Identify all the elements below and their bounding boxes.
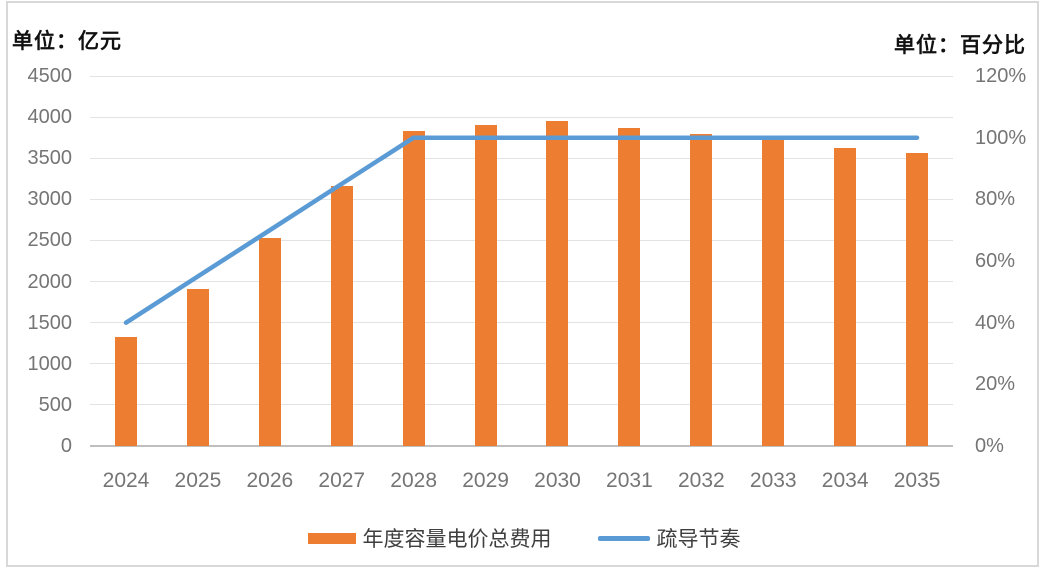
legend-item: 疏导节奏: [597, 523, 741, 553]
left-axis-tick-label: 4500: [27, 65, 73, 87]
chart-legend: 年度容量电价总费用 疏导节奏: [0, 521, 1048, 555]
x-axis-label-2035: 2035: [893, 469, 941, 492]
legend-label: 疏导节奏: [656, 528, 741, 551]
x-axis-label-2032: 2032: [677, 469, 725, 492]
right-axis-tick-label: 80%: [975, 188, 1016, 211]
x-axis-line: [90, 445, 953, 447]
bar-2025: [186, 288, 209, 446]
bar-2034: [834, 148, 857, 446]
trend-line: [123, 135, 920, 325]
bar-2030: [546, 120, 569, 446]
gridline: [90, 157, 953, 159]
bar-2026: [258, 237, 281, 446]
right-axis-tick-label: 40%: [975, 311, 1016, 334]
x-axis-label-2029: 2029: [462, 469, 509, 492]
x-axis-label-2024: 2024: [102, 469, 150, 492]
x-axis-label-2033: 2033: [749, 469, 797, 492]
bar-2031: [618, 127, 641, 446]
gridline: [90, 281, 953, 283]
bar-2035: [906, 153, 929, 446]
left-axis-tick-label: 1000: [27, 352, 73, 375]
bar-2028: [402, 131, 425, 446]
x-axis-label-2026: 2026: [246, 469, 294, 492]
left-axis-tick-label: 0: [60, 435, 72, 457]
gridline: [90, 404, 953, 406]
gridline: [90, 239, 953, 241]
legend-label: 年度容量电价总费用: [362, 528, 552, 551]
bar-2027: [330, 186, 353, 446]
left-axis-tick-label: 500: [38, 393, 72, 416]
bar-2033: [762, 140, 785, 446]
bar-2029: [474, 124, 497, 446]
left-axis-unit-title: 单位：亿元: [12, 30, 122, 53]
right-axis-tick-label: 60%: [975, 250, 1016, 272]
legend-item: 年度容量电价总费用: [307, 523, 552, 553]
x-axis-label-2031: 2031: [606, 469, 653, 492]
right-axis-tick-label: 20%: [975, 373, 1016, 396]
left-axis-tick-label: 4000: [27, 106, 73, 129]
x-axis-label-2030: 2030: [534, 469, 581, 492]
right-axis-tick-label: 100%: [975, 126, 1027, 149]
gridline: [90, 322, 953, 324]
gridline: [90, 75, 953, 77]
legend-line-swatch-icon: [597, 535, 650, 541]
left-axis-tick-label: 2500: [27, 229, 73, 252]
x-axis-label-2025: 2025: [174, 469, 222, 492]
left-axis-tick-label: 3000: [27, 188, 73, 211]
x-axis-label-2028: 2028: [390, 469, 438, 492]
gridline: [90, 198, 953, 200]
left-axis-tick-label: 1500: [27, 311, 73, 334]
right-axis-unit-title: 单位：百分比: [894, 34, 1026, 57]
left-axis-tick-label: 3500: [27, 147, 73, 170]
right-axis-tick-label: 120%: [975, 65, 1027, 87]
x-axis-label-2027: 2027: [318, 469, 366, 492]
x-axis-label-2034: 2034: [821, 469, 869, 492]
right-axis-tick-label: 0%: [975, 435, 1004, 457]
bar-2032: [690, 133, 713, 446]
legend-bar-swatch-icon: [307, 532, 356, 544]
bar-2024: [114, 337, 137, 446]
gridline: [90, 116, 953, 118]
gridline: [90, 363, 953, 365]
left-axis-tick-label: 2000: [27, 270, 73, 293]
